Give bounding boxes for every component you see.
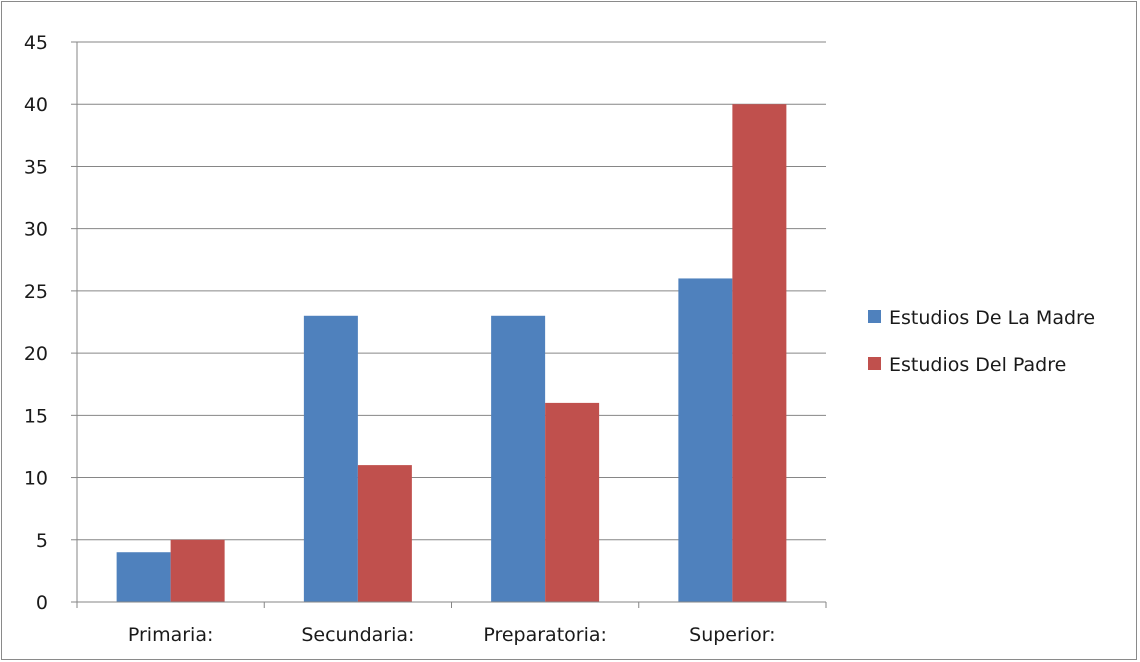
- y-tick-label: 25: [24, 281, 48, 303]
- y-tick-label: 10: [24, 468, 48, 490]
- y-tick-label: 35: [24, 156, 48, 178]
- legend: Estudios De La Madre Estudios Del Padre: [868, 307, 1095, 376]
- x-tick-labels: Primaria: Secundaria: Preparatoria: Superio…: [128, 624, 776, 646]
- x-tick-label: Preparatoria:: [483, 624, 607, 646]
- legend-swatch-1: [868, 357, 881, 370]
- bar-madre-2: [491, 315, 546, 602]
- x-tick-label: Superior:: [689, 624, 775, 646]
- bar-madre-0: [116, 552, 171, 602]
- bar-padre-0: [170, 539, 225, 602]
- bar-padre-2: [545, 402, 600, 602]
- y-tick-label: 30: [24, 219, 48, 241]
- bar-padre-3: [732, 104, 787, 602]
- legend-label-1: Estudios Del Padre: [889, 354, 1066, 376]
- y-tick-label: 5: [36, 530, 48, 552]
- bar-madre-1: [303, 315, 358, 602]
- y-tick-label: 40: [24, 94, 48, 116]
- legend-swatch-0: [868, 310, 881, 323]
- legend-label-0: Estudios De La Madre: [889, 307, 1095, 329]
- bars: [116, 104, 787, 602]
- y-tick-label: 15: [24, 405, 48, 427]
- x-tick-label: Secundaria:: [301, 624, 414, 646]
- bar-madre-3: [678, 278, 733, 602]
- bar-padre-1: [357, 465, 412, 602]
- axes: [76, 42, 827, 608]
- y-tick-label: 0: [36, 592, 48, 614]
- x-tick-label: Primaria:: [128, 624, 214, 646]
- y-tick-label: 45: [24, 32, 48, 54]
- y-tick-label: 20: [24, 343, 48, 365]
- y-tick-labels: 0 5 10 15 20 25 30 35 40 45: [24, 32, 48, 614]
